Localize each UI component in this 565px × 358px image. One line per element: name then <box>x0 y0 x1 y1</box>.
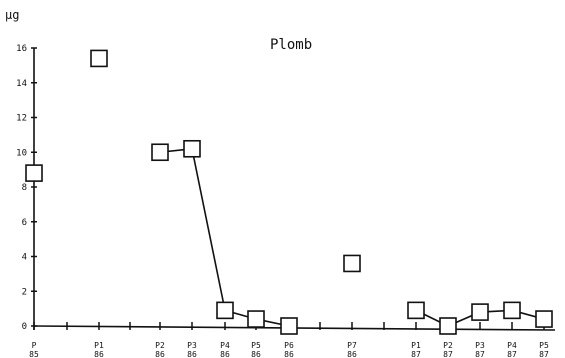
data-point-marker <box>25 164 43 182</box>
x-tick-label-top: P7 <box>347 341 357 350</box>
x-tick-label-bottom: 85 <box>29 350 39 358</box>
y-tick-label: 10 <box>16 148 27 158</box>
data-point-marker <box>151 143 169 162</box>
x-tick-label-bottom: 87 <box>443 350 453 358</box>
x-tick-label-top: P6 <box>284 341 294 350</box>
x-tick-label-bottom: 87 <box>475 350 485 358</box>
y-tick-label: 14 <box>16 79 27 89</box>
data-point-marker <box>90 49 108 68</box>
data-point-marker <box>280 317 298 335</box>
x-tick-label-top: P5 <box>251 341 261 350</box>
y-tick-label: 2 <box>22 287 27 297</box>
y-tick-label: 0 <box>22 322 27 332</box>
data-point-marker <box>343 254 361 273</box>
x-tick-label-top: P2 <box>443 341 453 350</box>
y-tick-label: 4 <box>22 253 27 263</box>
x-tick-label-bottom: 86 <box>94 350 104 358</box>
x-tick-label-bottom: 87 <box>539 350 549 358</box>
x-tick-label-top: P <box>32 341 37 350</box>
data-point-marker <box>407 301 425 320</box>
x-axis-ticks: P85P186P286P386P486P586P686P786P187P287P… <box>29 322 549 358</box>
data-point-marker <box>247 310 265 328</box>
y-unit-label: µg <box>5 8 19 22</box>
data-point-marker <box>439 317 457 335</box>
x-tick-label-top: P5 <box>539 341 549 350</box>
data-point-marker <box>503 301 521 320</box>
x-tick-label-bottom: 87 <box>507 350 517 358</box>
x-tick-label-bottom: 86 <box>220 350 230 358</box>
data-markers <box>25 49 553 335</box>
x-tick-label-bottom: 86 <box>187 350 197 358</box>
x-tick-label-bottom: 87 <box>411 350 421 358</box>
x-tick-label-bottom: 86 <box>284 350 294 358</box>
x-tick-label-bottom: 86 <box>347 350 357 358</box>
y-tick-label: 12 <box>16 114 27 124</box>
data-point-marker <box>216 301 234 320</box>
y-axis-ticks: 0 2 4 6 8 10 12 14 16 <box>16 44 37 332</box>
x-tick-label-top: P1 <box>94 341 104 350</box>
x-tick-label-top: P1 <box>411 341 421 350</box>
data-point-marker <box>471 303 489 321</box>
x-tick-label-top: P2 <box>155 341 165 350</box>
y-tick-label: 8 <box>22 183 27 193</box>
x-tick-label-top: P3 <box>475 341 485 350</box>
data-point-marker <box>183 139 201 158</box>
chart-title: Plomb <box>270 37 312 53</box>
x-tick-label-bottom: 86 <box>155 350 165 358</box>
x-tick-label-top: P4 <box>220 341 230 350</box>
y-tick-label: 6 <box>22 218 27 228</box>
x-tick-label-top: P4 <box>507 341 517 350</box>
data-point-marker <box>535 310 553 328</box>
series-lines <box>159 147 545 327</box>
x-tick-label-bottom: 86 <box>251 350 261 358</box>
series-line <box>159 147 290 327</box>
y-tick-label: 16 <box>16 44 27 54</box>
x-tick-label-top: P3 <box>187 341 197 350</box>
